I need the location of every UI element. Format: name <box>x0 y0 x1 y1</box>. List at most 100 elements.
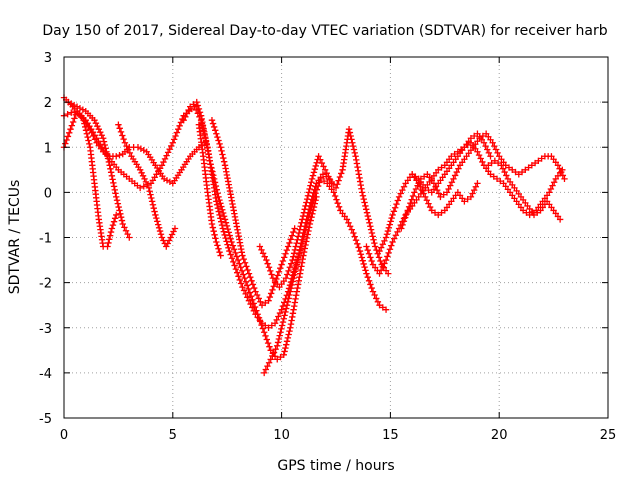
series-arc-2 <box>60 107 120 250</box>
data-point <box>437 193 444 201</box>
data-point <box>287 324 294 331</box>
data-point <box>528 162 536 169</box>
data-point-fill <box>68 122 76 129</box>
data-point-fill <box>264 362 271 370</box>
data-point-fill <box>303 195 311 203</box>
data-point <box>546 189 553 196</box>
data-point-fill <box>168 142 175 150</box>
data-point-fill <box>293 239 300 247</box>
data-point-fill <box>170 228 177 235</box>
data-point-fill <box>290 228 297 236</box>
data-point-fill <box>226 232 233 239</box>
data-point-fill <box>116 151 123 159</box>
data-point <box>365 216 372 223</box>
data-point-fill <box>365 277 373 285</box>
data-point <box>208 116 216 124</box>
data-point-fill <box>375 254 383 261</box>
data-point-fill <box>111 215 119 222</box>
data-point-fill <box>219 206 226 213</box>
data-point-fill <box>109 176 116 183</box>
data-point-fill <box>359 192 367 199</box>
data-point-fill <box>438 209 445 216</box>
data-point <box>382 234 390 241</box>
data-point <box>295 229 303 237</box>
data-point-fill <box>231 262 238 269</box>
data-point-fill <box>238 267 246 275</box>
data-point <box>158 234 166 241</box>
data-point-fill <box>400 183 408 190</box>
y-tick-labels: -5 -4 -3 -2 -1 0 1 2 3 <box>39 51 52 427</box>
data-point <box>293 288 301 295</box>
data-point-fill <box>244 294 251 301</box>
data-point-fill <box>117 210 124 218</box>
data-point-fill <box>277 264 284 272</box>
data-point <box>113 193 120 201</box>
data-point-fill <box>448 179 456 186</box>
data-point <box>389 238 396 246</box>
data-point <box>332 184 340 192</box>
data-point-fill <box>92 119 100 127</box>
data-point-fill <box>209 120 217 127</box>
data-point-fill <box>154 221 162 228</box>
data-point <box>119 220 126 228</box>
data-point-fill <box>274 339 282 346</box>
data-point-fill <box>126 149 134 157</box>
data-point <box>461 198 468 205</box>
data-point-fill <box>488 159 495 167</box>
data-point-fill <box>432 183 439 190</box>
data-point-fill <box>155 224 163 232</box>
data-point-fill <box>455 165 462 172</box>
data-point-fill <box>379 263 386 271</box>
data-point <box>356 247 364 255</box>
data-point-fill <box>227 235 234 242</box>
data-point-fill <box>114 200 122 207</box>
data-point-fill <box>302 241 309 249</box>
data-point-fill <box>386 246 394 253</box>
data-point-fill <box>71 115 78 122</box>
data-point-fill <box>291 271 298 278</box>
data-point-fill <box>229 242 237 249</box>
data-point-fill <box>284 334 292 342</box>
data-point-fill <box>255 295 262 302</box>
data-point-fill <box>168 231 176 238</box>
data-point-fill <box>157 231 165 238</box>
data-point-fill <box>379 304 386 311</box>
data-point-fill <box>447 182 454 189</box>
data-point-fill <box>294 284 301 292</box>
data-point <box>369 288 377 295</box>
data-point-fill <box>364 212 372 220</box>
data-point <box>302 202 309 210</box>
data-point-fill <box>306 185 313 193</box>
data-point-fill <box>451 172 459 179</box>
data-point-fill <box>230 246 238 253</box>
data-point <box>67 126 74 133</box>
data-point <box>443 189 451 196</box>
data-point-fill <box>401 214 409 221</box>
data-point-fill <box>301 206 308 213</box>
data-point-fill <box>210 123 218 131</box>
data-point-fill <box>142 178 150 186</box>
x-tick-label: 20 <box>491 428 508 443</box>
data-point <box>108 225 116 232</box>
data-point <box>461 144 468 151</box>
y-tick-label: -5 <box>39 412 52 427</box>
data-point <box>171 225 179 232</box>
data-point-fill <box>292 295 299 303</box>
data-point-fill <box>110 179 117 187</box>
data-point-fill <box>348 136 355 143</box>
data-point-fill <box>409 192 417 200</box>
data-point-fill <box>285 267 292 275</box>
data-point-fill <box>320 163 327 170</box>
data-point-fill <box>116 125 123 132</box>
data-point-fill <box>346 129 354 136</box>
data-point <box>145 184 153 192</box>
data-point-fill <box>207 161 214 168</box>
data-point <box>167 234 174 241</box>
data-point-fill <box>257 298 264 306</box>
data-point-fill <box>196 109 204 116</box>
data-point-fill <box>362 267 369 274</box>
data-point-fill <box>69 118 77 126</box>
data-point-fill <box>282 250 289 257</box>
data-point-fill <box>275 313 282 320</box>
data-point-fill <box>232 249 239 257</box>
